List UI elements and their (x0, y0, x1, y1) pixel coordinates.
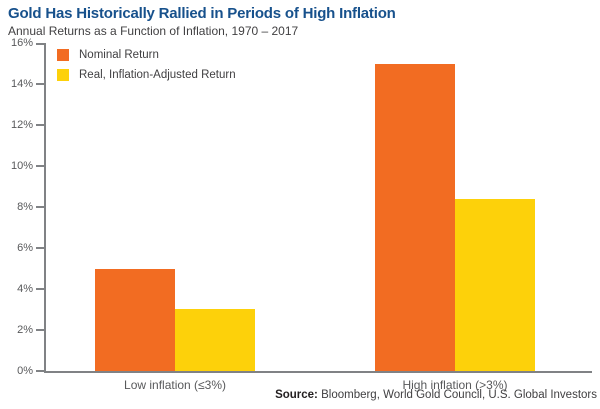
bar-nominal-return-low-inflation-3 (95, 268, 175, 371)
y-tick-mark (36, 124, 44, 126)
plot-area: Nominal Return Real, Inflation-Adjusted R… (11, 37, 592, 392)
legend: Nominal Return Real, Inflation-Adjusted R… (57, 49, 236, 89)
chart-title: Gold Has Historically Rallied in Periods… (8, 5, 396, 22)
legend-swatch-icon (57, 69, 69, 81)
legend-swatch-icon (57, 49, 69, 61)
y-tick-mark (36, 43, 44, 45)
bar-real-inflation-adjusted-return-high-inflation-3 (455, 198, 535, 371)
y-tick-label: 2% (17, 324, 33, 336)
y-tick-mark (36, 370, 44, 372)
y-tick-mark (36, 288, 44, 290)
legend-label: Nominal Return (79, 49, 159, 61)
y-tick-label: 8% (17, 201, 33, 213)
legend-row: Nominal Return (57, 49, 236, 61)
source-label: Source: (275, 389, 318, 401)
y-tick-label: 12% (10, 119, 33, 131)
y-tick-mark (36, 165, 44, 167)
y-tick-label: 4% (17, 283, 33, 295)
y-tick-label: 10% (10, 160, 33, 172)
source-text: Bloomberg, World Gold Council, U.S. Glob… (321, 389, 597, 401)
y-tick-mark (36, 206, 44, 208)
legend-label: Real, Inflation-Adjusted Return (79, 69, 236, 81)
y-tick-label: 6% (17, 242, 33, 254)
source-note: Source: Bloomberg, World Gold Council, U… (275, 389, 597, 401)
x-axis-label-low-inflation-3: Low inflation (≤3%) (124, 378, 226, 392)
y-tick-label: 16% (10, 37, 33, 49)
y-tick-label: 14% (10, 78, 33, 90)
x-axis-label-high-inflation-3: High inflation (>3%) (402, 378, 508, 392)
y-tick-mark (36, 83, 44, 85)
legend-row: Real, Inflation-Adjusted Return (57, 69, 236, 81)
bar-real-inflation-adjusted-return-low-inflation-3 (175, 308, 255, 371)
y-tick-mark (36, 329, 44, 331)
chart-subtitle: Annual Returns as a Function of Inflatio… (8, 24, 299, 38)
y-tick-mark (36, 247, 44, 249)
bar-nominal-return-high-inflation-3 (375, 63, 455, 371)
y-tick-label: 0% (17, 365, 33, 377)
